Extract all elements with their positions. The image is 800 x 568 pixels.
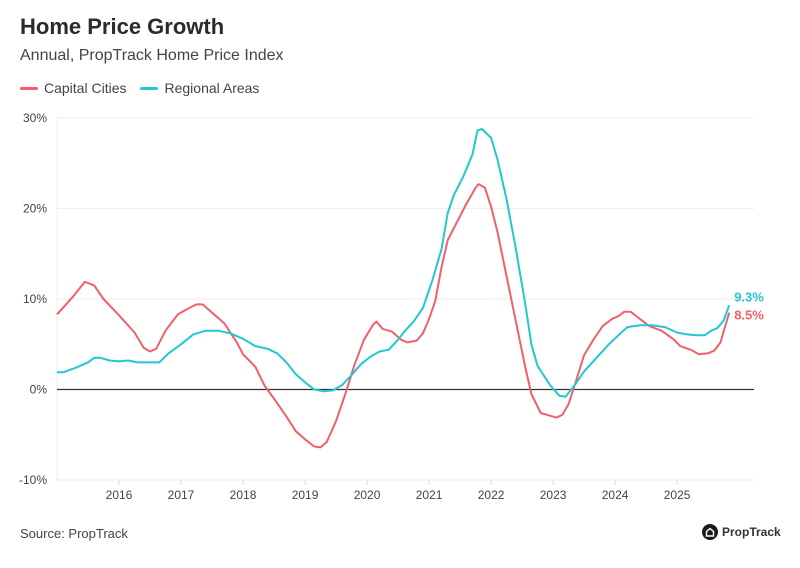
y-tick-label: 0% — [30, 383, 48, 397]
y-tick-label: 20% — [23, 202, 47, 216]
x-tick-label: 2025 — [664, 488, 691, 502]
series-line-capital-cities — [56, 183, 731, 449]
x-tick-label: 2018 — [230, 488, 257, 502]
y-tick-label: 10% — [23, 292, 47, 306]
legend-label: Capital Cities — [44, 80, 127, 96]
x-tick-label: 2020 — [354, 488, 381, 502]
chart-title: Home Price Growth — [20, 14, 225, 39]
proptrack-logo: PropTrack — [702, 524, 781, 540]
x-tick-label: 2021 — [416, 488, 443, 502]
x-tick-label: 2016 — [106, 488, 133, 502]
series-line-regional-areas — [57, 127, 731, 398]
end-label-capital-cities: 8.5% — [734, 308, 764, 323]
source-note: Source: PropTrack — [20, 526, 128, 541]
chart-subtitle: Annual, PropTrack Home Price Index — [20, 47, 284, 64]
x-tick-label: 2022 — [478, 488, 505, 502]
legend-swatch-capital-cities — [20, 86, 38, 90]
legend-item-capital-cities: Capital Cities — [20, 80, 126, 96]
legend-swatch-regional-areas — [140, 86, 159, 90]
end-label-regional-areas: 9.3% — [734, 289, 764, 304]
y-tick-label: 30% — [23, 111, 47, 125]
x-tick-label: 2019 — [292, 488, 319, 502]
y-tick-label: -10% — [19, 473, 47, 487]
x-tick-label: 2024 — [602, 488, 629, 502]
logo-text: PropTrack — [722, 525, 781, 539]
house-icon — [702, 524, 718, 540]
legend: Capital Cities Regional Areas — [20, 80, 259, 96]
x-tick-label: 2023 — [540, 488, 567, 502]
legend-label: Regional Areas — [164, 80, 260, 96]
legend-item-regional-areas: Regional Areas — [140, 80, 259, 96]
x-tick-label: 2017 — [168, 488, 195, 502]
